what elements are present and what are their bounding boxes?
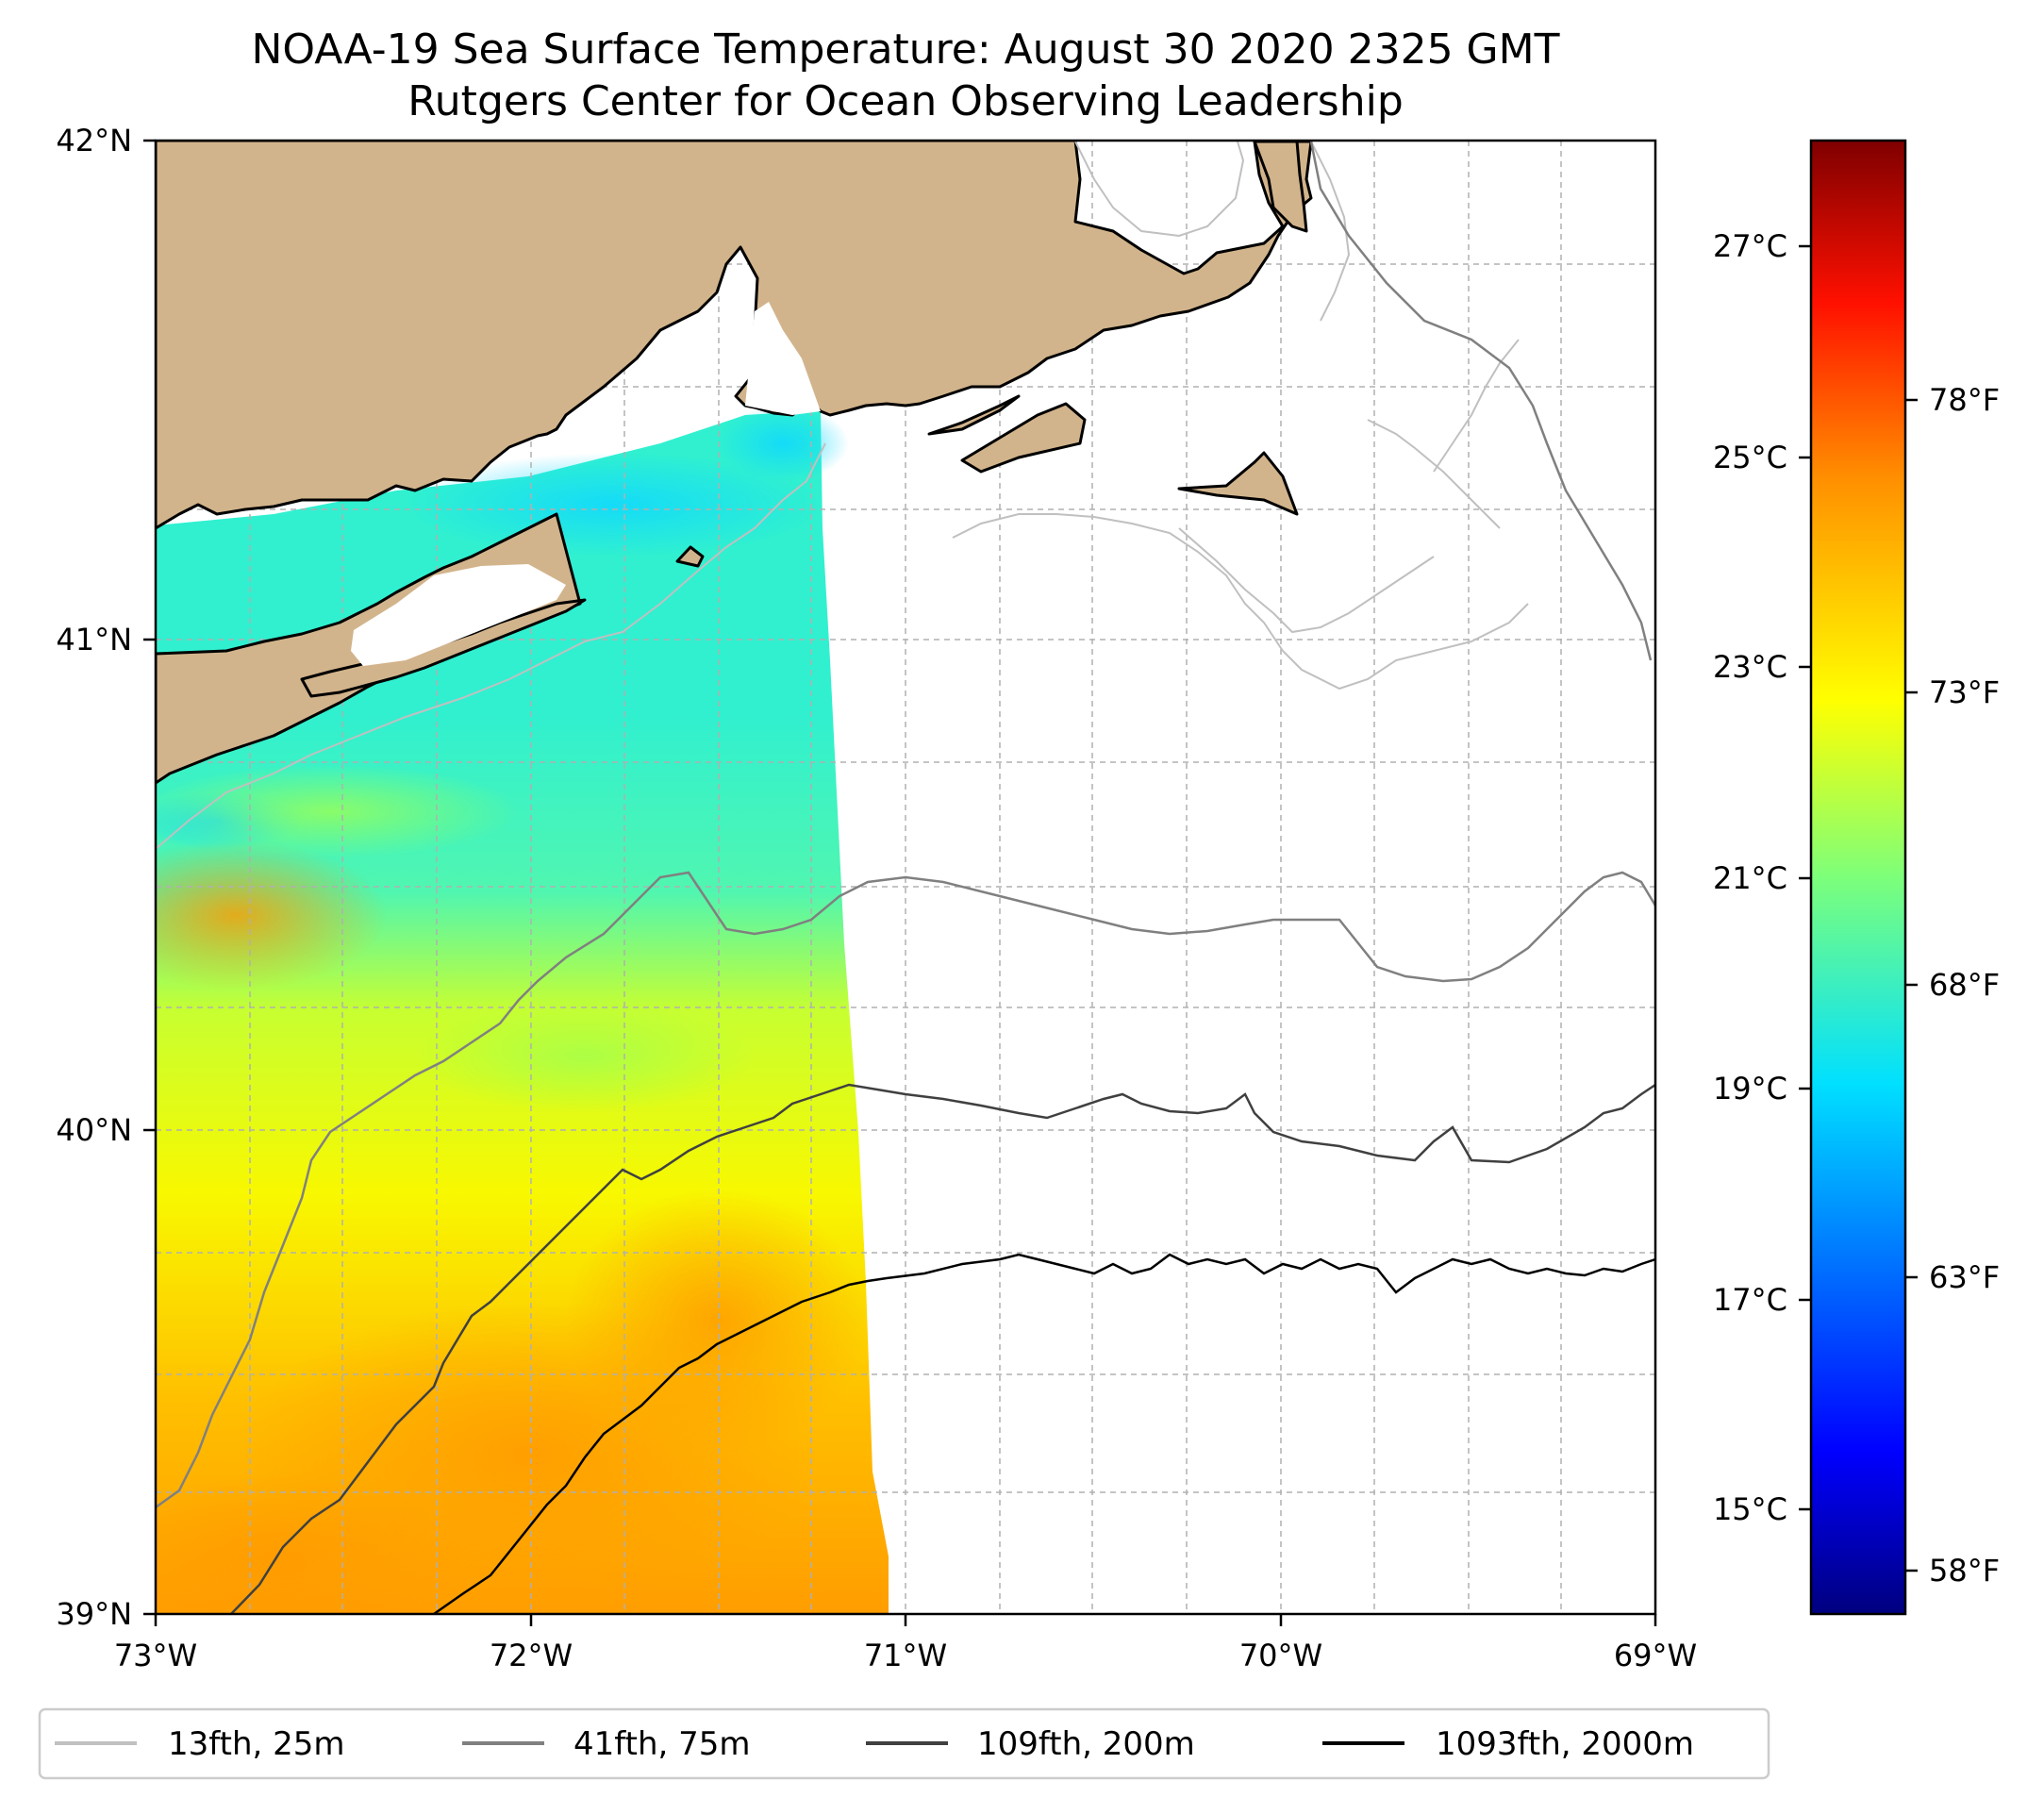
colorbar-celsius-label: 27°C <box>1713 228 1787 264</box>
legend-label: 109fth, 200m <box>977 1725 1195 1763</box>
cool-anomaly <box>406 453 821 557</box>
colorbar-celsius-label: 17°C <box>1713 1282 1787 1318</box>
colorbar-celsius-label: 15°C <box>1713 1491 1787 1527</box>
y-tick-label: 42°N <box>56 123 132 158</box>
legend-item: 1093fth, 2000m <box>1322 1725 1694 1763</box>
warm-anomaly <box>156 840 387 990</box>
green-anomaly <box>156 764 519 858</box>
warm-anomaly <box>566 1189 868 1453</box>
warm-anomaly <box>156 1472 472 1614</box>
y-tick-label: 40°N <box>56 1112 132 1148</box>
contour-25m <box>156 141 1529 850</box>
map-area <box>156 141 1655 1614</box>
legend-item: 41fth, 75m <box>462 1725 751 1763</box>
cape-cod <box>1253 141 1308 233</box>
grid-lines <box>156 141 1655 1614</box>
colorbar-fahrenheit-label: 58°F <box>1929 1553 2000 1589</box>
contour-2000m <box>433 1253 1655 1614</box>
y-tick-label: 39°N <box>56 1596 132 1632</box>
y-axis <box>143 139 156 1616</box>
colorbar <box>1809 139 1907 1616</box>
colorbar-celsius-label: 19°C <box>1713 1071 1787 1106</box>
legend-label: 1093fth, 2000m <box>1436 1725 1694 1763</box>
colorbar-fahrenheit-ticks <box>1905 398 1918 1572</box>
contour-75m <box>156 141 1655 1509</box>
contour-200m <box>230 1083 1655 1614</box>
elizabeth-islands <box>927 394 1021 436</box>
colorbar-celsius-ticks <box>1799 244 1811 1511</box>
colorbar-fahrenheit-label: 63°F <box>1929 1259 2000 1295</box>
cool-anomaly <box>717 406 849 481</box>
colorbar-celsius-label: 25°C <box>1713 440 1787 475</box>
block-island <box>675 545 705 568</box>
x-tick-label: 73°W <box>114 1638 197 1673</box>
colorbar-celsius-label: 23°C <box>1713 649 1787 685</box>
x-tick-label: 71°W <box>864 1638 947 1673</box>
legend-item: 109fth, 200m <box>866 1725 1195 1763</box>
legend-label: 41fth, 75m <box>573 1725 751 1763</box>
legend-label: 13fth, 25m <box>168 1725 345 1763</box>
x-tick-label: 70°W <box>1239 1638 1322 1673</box>
x-axis <box>154 1614 1657 1626</box>
marthas-vineyard <box>960 402 1087 474</box>
colorbar-fahrenheit-label: 68°F <box>1929 967 2000 1003</box>
colorbar-celsius-label: 21°C <box>1713 860 1787 896</box>
no-data-patch <box>351 564 566 666</box>
map-subtitle: Rutgers Center for Ocean Observing Leade… <box>407 77 1404 125</box>
x-tick-label: 72°W <box>490 1638 573 1673</box>
mainland-new-england <box>156 141 1313 530</box>
legend-item: 13fth, 25m <box>55 1725 345 1763</box>
y-tick-label: 41°N <box>56 622 132 657</box>
no-data-patch <box>745 302 821 415</box>
colorbar-fahrenheit-label: 73°F <box>1929 674 2000 710</box>
colorbar-fahrenheit-label: 78°F <box>1929 382 2000 418</box>
map-title: NOAA-19 Sea Surface Temperature: August … <box>252 25 1560 74</box>
x-tick-label: 69°W <box>1614 1638 1697 1673</box>
green-anomaly <box>415 1000 755 1113</box>
nantucket <box>1177 451 1299 516</box>
